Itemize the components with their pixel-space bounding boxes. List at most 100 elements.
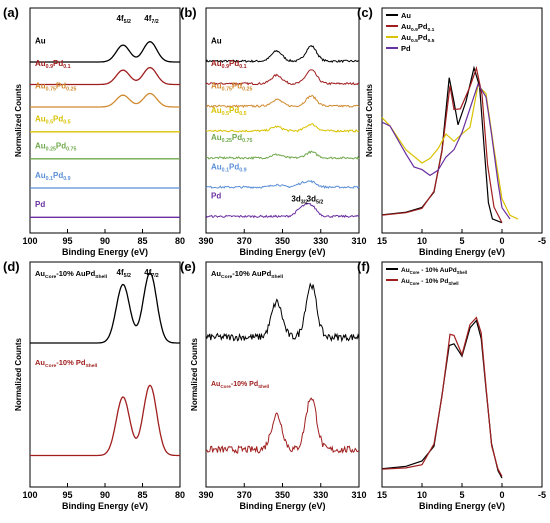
x-tick-label: 85 bbox=[137, 236, 147, 246]
x-tick-label: 0 bbox=[499, 490, 504, 500]
x-axis-label: Binding Energy (eV) bbox=[62, 247, 148, 257]
plot-frame bbox=[205, 261, 360, 488]
x-tick-label: 310 bbox=[351, 236, 366, 246]
plot-frame bbox=[205, 7, 360, 234]
peak-annotation: 3d3/2 bbox=[291, 195, 308, 206]
legend-label: AuCore - 10% AuPdShell bbox=[401, 267, 467, 275]
x-tick-label: 10 bbox=[417, 236, 427, 246]
series-line bbox=[30, 41, 180, 63]
x-tick-label: 390 bbox=[198, 236, 213, 246]
x-tick-label: 370 bbox=[237, 236, 252, 246]
peak-annotation: 4f7/2 bbox=[144, 14, 159, 25]
legend-label: Au0.9Pd0.1 bbox=[401, 22, 435, 33]
series-line bbox=[205, 94, 360, 109]
y-axis-label: Normalized Counts bbox=[365, 84, 374, 157]
y-axis-label: Normalized Counts bbox=[190, 338, 199, 411]
series-line bbox=[30, 92, 180, 108]
panel-label: (c) bbox=[357, 5, 373, 20]
panel-3: 100 95 90 85 80 Binding Energy (eV) Normalized… bbox=[3, 259, 185, 511]
plot-frame bbox=[381, 261, 543, 488]
x-tick-label: 80 bbox=[175, 236, 185, 246]
x-tick-label: 370 bbox=[237, 490, 252, 500]
series-label: Au0.9Pd0.1 bbox=[211, 59, 247, 70]
legend-label: AuCore - 10% PdShell bbox=[401, 278, 459, 286]
x-tick-label: 310 bbox=[351, 490, 366, 500]
x-tick-label: 95 bbox=[62, 490, 72, 500]
series-label: Au0.5Pd0.5 bbox=[211, 106, 247, 117]
x-axis-label: Binding Energy (eV) bbox=[419, 247, 505, 257]
panel-label: (e) bbox=[180, 259, 196, 274]
series-label: Pd bbox=[35, 200, 45, 209]
x-tick-label: 390 bbox=[198, 490, 213, 500]
x-tick-label: 90 bbox=[100, 236, 110, 246]
series-line bbox=[205, 123, 360, 133]
series-line bbox=[381, 82, 511, 220]
x-tick-label: 85 bbox=[137, 490, 147, 500]
x-tick-label: 5 bbox=[459, 490, 464, 500]
series-label: Au0.25Pd0.75 bbox=[35, 142, 76, 153]
panel-label: (b) bbox=[180, 5, 197, 20]
series-label: Au0.9Pd0.1 bbox=[35, 59, 71, 70]
x-tick-label: 350 bbox=[275, 236, 290, 246]
series-line bbox=[205, 44, 360, 64]
x-tick-label: 80 bbox=[175, 490, 185, 500]
series-line bbox=[381, 65, 503, 223]
series-label: Au0.1Pd0.9 bbox=[211, 162, 247, 173]
series-label: Au bbox=[35, 36, 46, 45]
peak-annotation: 3d5/2 bbox=[307, 195, 324, 206]
legend-label: Pd bbox=[401, 44, 411, 53]
x-tick-label: 330 bbox=[313, 236, 328, 246]
series-label: Au0.75Pd0.25 bbox=[211, 81, 252, 92]
peak-annotation: 4f5/2 bbox=[117, 14, 132, 25]
legend-label: Au bbox=[401, 11, 411, 20]
x-axis-label: Binding Energy (eV) bbox=[239, 247, 325, 257]
peak-annotation: 4f7/2 bbox=[144, 268, 159, 279]
y-axis-label: Normalized Counts bbox=[14, 84, 23, 157]
series-label: Au0.1Pd0.9 bbox=[35, 171, 71, 182]
panel-1: 390 370 350 330 310 Binding Energy (eV) (b) Au A… bbox=[180, 5, 367, 257]
series-line bbox=[205, 397, 360, 454]
series-label: AuCore-10% PdShell bbox=[35, 358, 98, 369]
x-tick-label: -5 bbox=[538, 236, 546, 246]
series-label: AuCore-10% AuPdShell bbox=[211, 269, 284, 280]
series-label: AuCore-10% PdShell bbox=[211, 381, 269, 389]
series-line bbox=[30, 384, 180, 457]
series-line bbox=[381, 316, 503, 477]
x-tick-label: 100 bbox=[22, 236, 37, 246]
x-tick-label: 0 bbox=[499, 236, 504, 246]
panel-label: (d) bbox=[3, 259, 20, 274]
series-label: Pd bbox=[211, 192, 221, 201]
series-label: Au0.5Pd0.5 bbox=[35, 115, 71, 126]
series-line bbox=[30, 271, 180, 344]
x-tick-label: 95 bbox=[62, 236, 72, 246]
series-line bbox=[205, 150, 360, 160]
panel-label: (a) bbox=[3, 5, 19, 20]
x-tick-label: 330 bbox=[313, 490, 328, 500]
y-axis-label: Normalized Counts bbox=[14, 338, 23, 411]
peak-annotation: 4f5/2 bbox=[117, 268, 132, 279]
x-tick-label: 350 bbox=[275, 490, 290, 500]
x-axis-label: Binding Energy (eV) bbox=[239, 501, 325, 511]
x-tick-label: 15 bbox=[377, 236, 387, 246]
series-line bbox=[205, 69, 360, 86]
x-axis-label: Binding Energy (eV) bbox=[419, 501, 505, 511]
panel-4: 390 370 350 330 310 Binding Energy (eV) Normal… bbox=[180, 259, 367, 511]
x-tick-label: 5 bbox=[459, 236, 464, 246]
series-label: Au bbox=[211, 36, 222, 45]
series-line bbox=[205, 179, 360, 189]
series-line bbox=[205, 202, 360, 219]
panel-5: 15 10 5 0 -5 Binding Energy (eV) (f) AuCore - 1… bbox=[357, 259, 546, 511]
x-tick-label: 100 bbox=[22, 490, 37, 500]
series-label: Au0.75Pd0.25 bbox=[35, 81, 76, 92]
series-label: Au0.25Pd0.75 bbox=[211, 133, 252, 144]
series-line bbox=[30, 66, 180, 86]
x-tick-label: 10 bbox=[417, 490, 427, 500]
panel-2: 15 10 5 0 -5 Binding Energy (eV) Normalized Co… bbox=[357, 5, 546, 257]
panel-label: (f) bbox=[357, 259, 370, 274]
legend-label: Au0.5Pd0.5 bbox=[401, 33, 435, 44]
x-tick-label: -5 bbox=[538, 490, 546, 500]
series-label: AuCore-10% AuPdShell bbox=[35, 269, 108, 280]
x-axis-label: Binding Energy (eV) bbox=[62, 501, 148, 511]
series-line bbox=[205, 282, 360, 343]
